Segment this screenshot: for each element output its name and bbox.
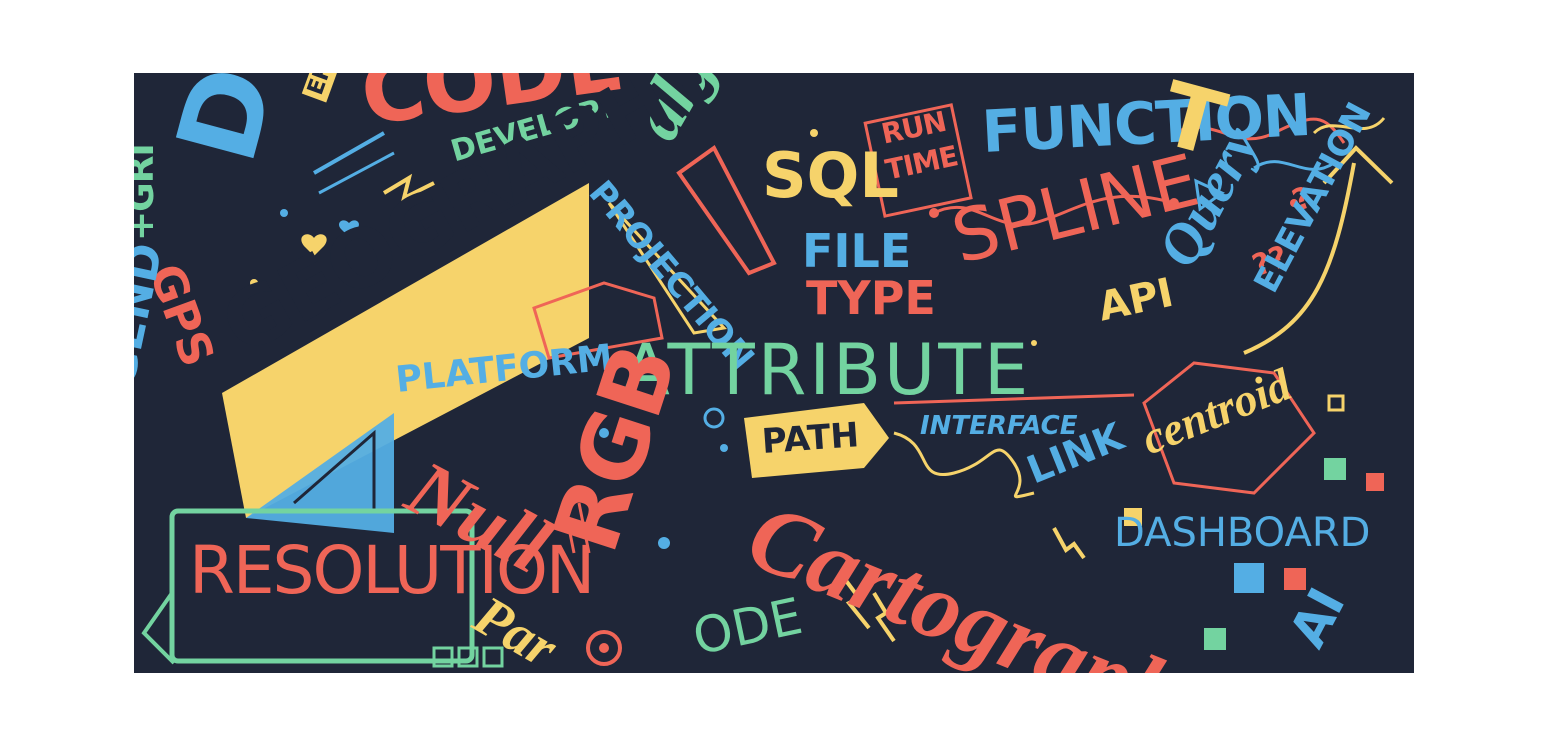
word-resolution: RESOLUTION [189,532,595,609]
geography-banner-tail [246,413,394,533]
word-grid: +GRI [134,144,162,241]
word-interface: INTERFACE [920,411,1078,441]
geography-banner-shape [222,183,589,518]
word-type: TYPE [806,271,936,325]
word-attribute: ATTRIBUTE [622,329,1032,411]
decorative-doodles [141,103,1394,668]
word-sql: SQL [762,139,899,212]
word-path: PATH [760,415,861,462]
word-file: FILE [802,224,912,278]
word-dashboard: DASHBOARD [1114,510,1371,556]
typography-illustration: +GRI ERR CODE D DEVELOP! alg PROJECTION … [134,73,1414,673]
resolution-banner-frame [169,508,475,664]
